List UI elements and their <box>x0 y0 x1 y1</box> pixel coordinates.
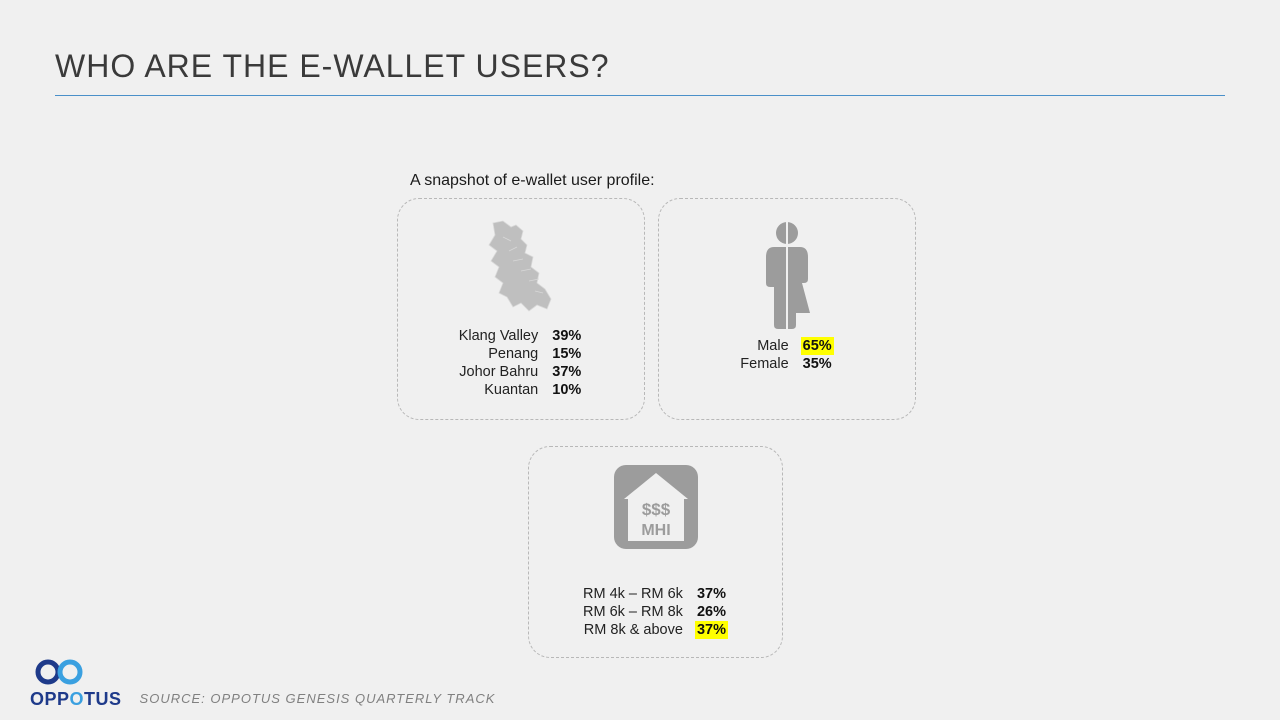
region-value: 39% <box>550 327 583 345</box>
region-value: 15% <box>550 345 583 363</box>
region-value: 37% <box>550 363 583 381</box>
gender-label: Male <box>740 337 788 355</box>
region-rows: Klang Valley Penang Johor Bahru Kuantan … <box>408 327 634 400</box>
income-card: $$$ MHI RM 4k – RM 6k RM 6k – RM 8k RM 8… <box>528 446 783 658</box>
header: WHO ARE THE E-WALLET USERS? <box>0 0 1280 106</box>
page-title: WHO ARE THE E-WALLET USERS? <box>55 48 1225 85</box>
income-value: 26% <box>695 603 728 621</box>
gender-rows: Male Female 65% 35% <box>669 337 905 373</box>
brand-logo: OPPOTUS <box>30 657 122 710</box>
malaysia-map-icon <box>408 209 634 327</box>
income-label: RM 4k – RM 6k <box>583 585 683 603</box>
gender-split-icon <box>669 209 905 337</box>
income-value: 37% <box>695 621 728 639</box>
region-label: Penang <box>459 345 539 363</box>
region-card: Klang Valley Penang Johor Bahru Kuantan … <box>397 198 645 420</box>
region-label: Klang Valley <box>459 327 539 345</box>
source-line: SOURCE: OPPOTUS GENESIS QUARTERLY TRACK <box>140 691 496 710</box>
region-label: Johor Bahru <box>459 363 539 381</box>
footer: OPPOTUS SOURCE: OPPOTUS GENESIS QUARTERL… <box>30 657 495 710</box>
income-rows: RM 4k – RM 6k RM 6k – RM 8k RM 8k & abov… <box>539 585 772 639</box>
income-value: 37% <box>695 585 728 603</box>
region-value: 10% <box>550 381 583 399</box>
svg-text:$$$: $$$ <box>641 500 670 519</box>
house-mhi-icon: $$$ MHI <box>539 457 772 555</box>
infinity-icon <box>30 657 98 687</box>
subtitle: A snapshot of e-wallet user profile: <box>410 172 655 190</box>
gender-value: 65% <box>801 337 834 355</box>
region-label: Kuantan <box>459 381 539 399</box>
income-label: RM 6k – RM 8k <box>583 603 683 621</box>
gender-value: 35% <box>801 355 834 373</box>
svg-text:MHI: MHI <box>641 522 670 539</box>
gender-label: Female <box>740 355 788 373</box>
brand-wordmark: OPPOTUS <box>30 689 122 710</box>
gender-card: Male Female 65% 35% <box>658 198 916 420</box>
income-label: RM 8k & above <box>583 621 683 639</box>
title-rule <box>55 95 1225 96</box>
